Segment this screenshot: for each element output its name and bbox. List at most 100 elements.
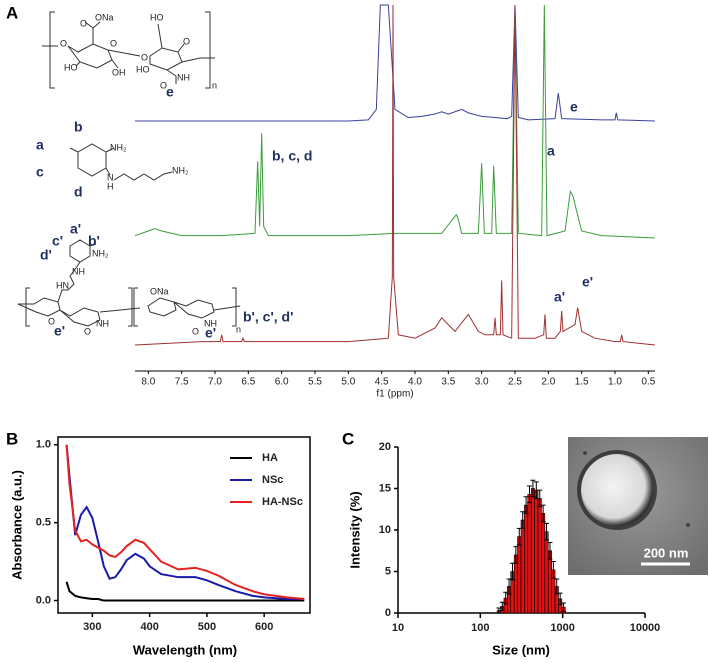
absorbance-line [65,444,305,600]
x-tick-label: 10000 [630,622,661,634]
chem-text: O [110,38,117,48]
chem-text: OH [112,67,126,77]
y-tick-label: 10 [379,524,391,536]
chem-text: NH₂ [172,165,189,175]
x-tick-label: 400 [140,621,158,633]
error-bar [520,511,526,529]
error-bar [530,479,536,498]
histogram-bar [520,519,525,614]
chem-text: O [160,80,167,90]
x-axis-label: Size (nm) [492,642,550,657]
tem-inset [568,437,708,575]
legend-label: NSc [262,474,283,486]
assignment-label: d' [40,247,52,263]
x-tick-label: 2.0 [541,377,555,388]
ha-structure [42,11,215,89]
x-tick-label: 1000 [550,622,574,634]
chem-text: O [141,52,148,62]
error-bar [537,489,543,508]
x-tick-label: 0.5 [641,377,655,388]
scale-bar-label: 200 nm [644,545,689,560]
error-bar [499,601,505,612]
chem-text: ONa [95,12,114,22]
x-tick-label: 4.0 [408,377,422,388]
chem-text: n [212,80,217,90]
chem-text: NH [177,72,190,82]
absorbance-line [65,581,305,602]
x-axis-label: Wavelength (nm) [133,642,237,657]
error-bar [533,481,539,499]
chem-text: O [48,316,55,326]
peak-label: b, c, d [272,148,312,164]
spectrum [134,4,656,346]
chem-text: NH [72,266,85,276]
y-tick-label: 0.0 [36,594,51,606]
chem-text: HO [150,12,164,22]
panel-label: B [6,429,18,448]
histogram-bar [541,513,546,614]
error-bar [506,578,512,595]
assignment-label: e' [54,323,65,339]
histogram-bar [524,504,529,614]
error-bar [527,485,533,504]
peak-label: a [547,143,555,159]
nsc-structure [69,143,173,181]
ha-nsc-structure [17,239,241,327]
chem-text: HO [136,64,150,74]
y-tick-label: 0 [385,607,391,619]
x-tick-label: 10 [392,622,404,634]
y-tick-label: 20 [379,441,391,453]
chem-text: H [107,181,114,191]
error-bar [547,541,553,560]
assignment-label: e [166,84,174,100]
histogram-bar [517,536,522,614]
error-bar [550,561,556,579]
chem-text: HO [64,62,78,72]
error-bar [561,602,567,612]
spectrum [134,4,656,239]
error-bar [496,607,502,614]
error-bar [554,578,560,595]
histogram-bar [544,531,549,614]
assignment-label: c [36,164,44,180]
y-tick-label: 5 [385,565,391,577]
chem-text: NH₂ [92,248,109,258]
chem-text: NH₂ [110,142,127,152]
error-bar [503,591,509,605]
x-tick-label: 2.5 [508,377,522,388]
x-tick-label: 5.5 [308,377,322,388]
chem-text: ONa [150,286,169,296]
x-tick-label: 7.0 [208,377,222,388]
y-axis-label: Intensity (%) [347,491,362,568]
x-tick-label: 3.0 [475,377,489,388]
x-tick-label: 300 [83,621,101,633]
chem-text: O [80,18,87,28]
error-bar [540,504,546,523]
chem-text: O [60,38,67,48]
absorbance-line [65,444,305,600]
x-tick-label: 500 [198,621,216,633]
peak-label: b', c', d' [243,309,293,325]
legend-label: HA [262,452,278,464]
assignment-label: b' [88,233,100,249]
x-tick-label: 5.0 [341,377,355,388]
error-bar [513,546,519,564]
assignment-label: d [74,184,83,200]
x-tick-label: 3.5 [441,377,455,388]
assignment-label: a [36,137,44,153]
panel-label: C [342,429,354,448]
chem-text: NH [96,318,109,328]
x-tick-label: 8.0 [141,377,155,388]
x-tick-label: 6.0 [275,377,289,388]
peak-label: e [570,99,578,115]
chem-text: O [183,36,190,46]
assignment-label: c' [52,233,63,249]
x-tick-label: 4.5 [375,377,389,388]
x-tick-label: 600 [255,621,273,633]
error-bar [523,496,529,514]
histogram-bar [537,498,542,614]
histogram-bar [547,550,552,614]
y-axis-label: Absorbance (a.u.) [9,470,24,580]
legend-label: HA-NSc [262,496,303,508]
